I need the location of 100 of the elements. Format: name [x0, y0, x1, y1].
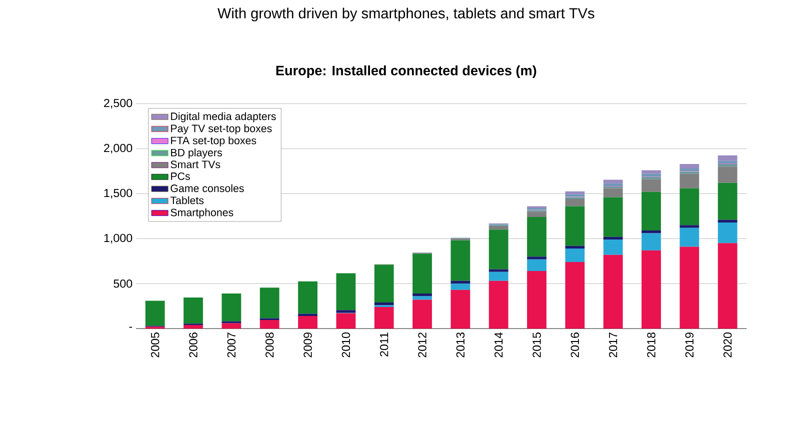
bar	[222, 322, 242, 328]
y-tick-label: 2,000	[104, 144, 132, 154]
y-tick-label: 1,000	[104, 234, 132, 244]
bar	[565, 191, 585, 194]
bar	[718, 222, 738, 243]
bar	[412, 254, 432, 294]
bar	[298, 316, 318, 328]
bar	[336, 273, 356, 310]
chart-title: With growth driven by smartphones, tablets and smart TVs	[218, 8, 594, 22]
bar	[603, 236, 623, 240]
bar	[374, 264, 394, 302]
bar	[718, 155, 738, 161]
bar	[718, 166, 738, 183]
bar	[718, 164, 738, 166]
x-tick-label: 2005	[150, 332, 160, 358]
bar	[718, 220, 738, 222]
bar	[680, 168, 700, 171]
y-tick-label: 500	[114, 279, 132, 288]
bar	[603, 188, 623, 198]
x-tick-label: 2020	[723, 332, 732, 358]
bar	[718, 242, 738, 328]
x-tick-label: 2006	[189, 332, 198, 358]
bar	[184, 297, 203, 324]
legend-label: Pay TV set-top boxes	[171, 124, 272, 134]
bar	[527, 216, 546, 256]
bar	[527, 211, 546, 217]
bar	[603, 180, 623, 184]
x-tick-label: 2011	[380, 332, 388, 356]
bar	[565, 248, 585, 262]
bar	[412, 293, 432, 296]
bar	[642, 179, 661, 192]
bar	[527, 270, 546, 328]
bar	[565, 262, 585, 328]
bar	[680, 224, 700, 228]
bar	[222, 293, 242, 322]
bar	[336, 310, 356, 313]
legend-label: PCs	[171, 172, 190, 180]
legend-label: Game consoles	[170, 184, 244, 192]
bar	[527, 256, 546, 260]
bar	[488, 269, 508, 272]
bar	[680, 164, 700, 168]
bar	[565, 246, 585, 248]
bar	[145, 300, 165, 326]
bar	[642, 192, 661, 230]
legend-label: BD players	[171, 148, 222, 158]
bar	[642, 250, 661, 328]
x-tick-label: 2012	[418, 332, 426, 358]
bar	[260, 320, 280, 328]
bar	[488, 272, 508, 281]
x-tick-label: 2009	[304, 332, 312, 358]
bar	[488, 280, 508, 328]
y-tick-label: -	[129, 326, 132, 328]
x-tick-label: 2014	[494, 332, 503, 358]
x-tick-label: 2008	[265, 332, 274, 358]
bar	[680, 188, 700, 225]
bar	[412, 296, 432, 300]
bar	[603, 254, 623, 328]
x-tick-label: 2013	[456, 332, 465, 358]
legend-label: FTA set-top boxes	[171, 136, 256, 146]
x-tick-label: 2019	[685, 332, 694, 358]
bar	[450, 240, 470, 281]
bar	[565, 194, 585, 197]
bar	[374, 306, 394, 328]
x-tick-label: 2007	[227, 332, 236, 358]
bar	[565, 198, 585, 206]
bar	[603, 197, 623, 237]
bar	[718, 182, 738, 220]
x-tick-label: 2015	[532, 332, 541, 358]
bar	[298, 281, 318, 314]
bar	[680, 246, 700, 328]
bar	[450, 290, 470, 328]
bar	[603, 239, 623, 255]
bar	[642, 174, 661, 176]
chart-subtitle: Europe: Installed connected devices (m)	[276, 65, 536, 78]
y-tick-label: 2,500	[104, 98, 132, 108]
bar	[603, 183, 623, 186]
bar	[680, 171, 700, 174]
legend-label: Smartphones	[170, 208, 234, 218]
bar	[680, 228, 700, 247]
y-tick-label: 1,500	[104, 188, 132, 198]
bar	[260, 287, 280, 318]
bar	[184, 324, 203, 328]
bar	[488, 229, 508, 270]
bar	[488, 226, 508, 230]
bar	[450, 280, 470, 284]
x-tick-label: 2010	[342, 332, 350, 358]
bar	[642, 233, 661, 250]
legend-label: Tablets	[170, 196, 204, 204]
bar	[642, 230, 661, 234]
bar	[680, 174, 700, 188]
bar	[527, 259, 546, 271]
bar	[718, 160, 738, 164]
bar	[450, 283, 470, 290]
bar	[565, 206, 585, 246]
bar	[412, 300, 432, 328]
bar	[336, 313, 356, 328]
x-tick-label: 2018	[647, 332, 656, 358]
legend-label: Digital media adapters	[171, 112, 276, 122]
legend-label: Smart TVs	[170, 160, 220, 168]
x-tick-label: 2017	[608, 332, 618, 358]
